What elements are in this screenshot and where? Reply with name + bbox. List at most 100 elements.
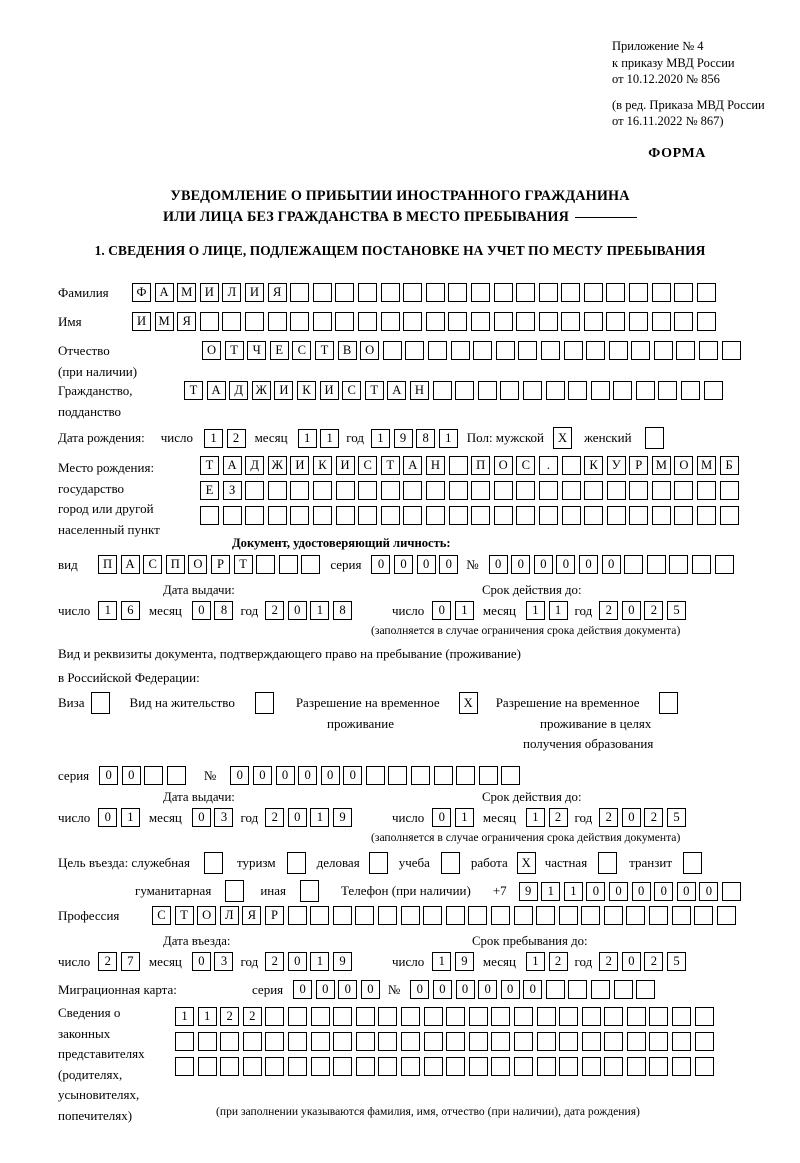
citizenship-input-cell[interactable]: Т [364,381,384,400]
surname-input-cell[interactable] [583,283,603,302]
firstname-input-cell[interactable] [538,312,558,331]
legal-rep-input-2-cell[interactable] [536,1032,556,1051]
profession-input-cell[interactable] [445,906,465,925]
patronymic-input-cell[interactable] [653,341,673,360]
permit-issue-month-input-cell[interactable]: 0 [191,808,211,827]
permit-valid-month-input-cell[interactable]: 1 [525,808,545,827]
legal-rep-input-1-cell[interactable] [626,1007,646,1026]
legal-rep-input-3-cell[interactable] [581,1057,601,1076]
doc-number-input-cell[interactable]: 0 [533,555,553,574]
doc-valid-year-input-cell[interactable]: 0 [621,601,641,620]
citizenship-input-cell[interactable]: И [274,381,294,400]
surname-input-cell[interactable]: Л [222,283,242,302]
profession-input-cell[interactable] [626,906,646,925]
stay-year-input-cell[interactable]: 0 [621,952,641,971]
doc-type-input-cell[interactable]: С [143,555,163,574]
legal-rep-input-1-cell[interactable]: 1 [197,1007,217,1026]
permit-valid-year-input-cell[interactable]: 5 [667,808,687,827]
legal-rep-input-2-cell[interactable] [175,1032,194,1051]
birthplace-input-1-cell[interactable]: К [312,456,332,475]
birthplace-input-1-cell[interactable]: М [651,456,671,475]
profession-input-cell[interactable] [536,906,556,925]
doc-series-input-cell[interactable]: 0 [416,555,436,574]
birthplace-input-2-cell[interactable] [606,481,626,500]
entry-month-input-cell[interactable]: 3 [214,952,234,971]
birthplace-input-3-cell[interactable] [538,506,558,525]
birthplace-input-3-cell[interactable] [245,506,265,525]
entry-day-input-cell[interactable]: 2 [98,952,118,971]
birthplace-input-1-cell[interactable]: А [222,456,242,475]
phone-input-cell[interactable]: 1 [541,881,561,901]
surname-input-cell[interactable] [651,283,671,302]
legal-rep-input-3-cell[interactable] [197,1057,217,1076]
birthplace-input-3-cell[interactable] [697,506,717,525]
citizenship-input-cell[interactable] [635,381,655,400]
legal-rep-input-2-cell[interactable] [355,1032,375,1051]
firstname-input-cell[interactable]: И [132,312,151,331]
permit-series-input-cell[interactable]: 0 [121,766,141,785]
birthplace-input-3[interactable] [200,506,739,525]
birthplace-input-2-cell[interactable] [312,481,332,500]
birthplace-input-3-cell[interactable] [425,506,445,525]
birthplace-input-2-cell[interactable] [267,481,287,500]
phone-input-cell[interactable]: 1 [563,881,583,901]
firstname-input-cell[interactable] [425,312,445,331]
birthplace-input-1-cell[interactable]: К [584,456,604,475]
doc-valid-year-input-cell[interactable]: 5 [667,601,687,620]
firstname-input-cell[interactable] [267,312,287,331]
birthplace-input-3-cell[interactable] [267,506,287,525]
birthplace-input-2-cell[interactable] [493,481,513,500]
surname-input-cell[interactable]: Ф [132,283,151,302]
permit-series-input-cell[interactable]: 0 [99,766,119,785]
legal-rep-input-1-cell[interactable] [649,1007,669,1026]
mig-series-input-cell[interactable]: 0 [315,980,335,999]
permit-valid-month-input-cell[interactable]: 2 [548,808,568,827]
phone-input-cell[interactable]: 0 [654,881,674,901]
legal-rep-input-1-cell[interactable] [355,1007,375,1026]
birthplace-input-3-cell[interactable] [561,506,581,525]
firstname-input-cell[interactable] [516,312,536,331]
doc-issue-month-input-cell[interactable]: 0 [191,601,211,620]
profession-input-cell[interactable]: О [197,906,217,925]
birthplace-input-3-cell[interactable] [335,506,355,525]
birthplace-input-2-cell[interactable] [448,481,468,500]
citizenship-input-cell[interactable] [432,381,452,400]
birthplace-input-3-cell[interactable] [516,506,536,525]
doc-number-input-cell[interactable]: 0 [511,555,531,574]
citizenship-input-cell[interactable]: А [206,381,226,400]
surname-input-cell[interactable] [561,283,581,302]
legal-rep-input-1-cell[interactable] [694,1007,714,1026]
patronymic-input-cell[interactable]: Е [269,341,289,360]
patronymic-input-cell[interactable] [608,341,628,360]
birthplace-input-3-cell[interactable] [200,506,219,525]
surname-input-cell[interactable] [538,283,558,302]
permit-issue-year-input-cell[interactable]: 0 [287,808,307,827]
legal-rep-input-3-cell[interactable] [446,1057,466,1076]
legal-rep-input-3-cell[interactable] [220,1057,240,1076]
firstname-input-cell[interactable] [651,312,671,331]
birthplace-input-3-cell[interactable] [719,506,739,525]
patronymic-input-cell[interactable] [382,341,402,360]
doc-number-input-cell[interactable]: 0 [601,555,621,574]
legal-rep-input-2-cell[interactable] [626,1032,646,1051]
birthplace-input-1-cell[interactable]: И [290,456,310,475]
doc-number-input-cell[interactable]: 0 [488,555,508,574]
permit-issue-day-input-cell[interactable]: 1 [120,808,140,827]
legal-rep-input-2-cell[interactable] [197,1032,217,1051]
doc-series-input-cell[interactable]: 0 [394,555,414,574]
firstname-input-cell[interactable] [583,312,603,331]
birthplace-input-3-cell[interactable] [403,506,423,525]
purpose-official-checkbox[interactable] [203,852,223,874]
